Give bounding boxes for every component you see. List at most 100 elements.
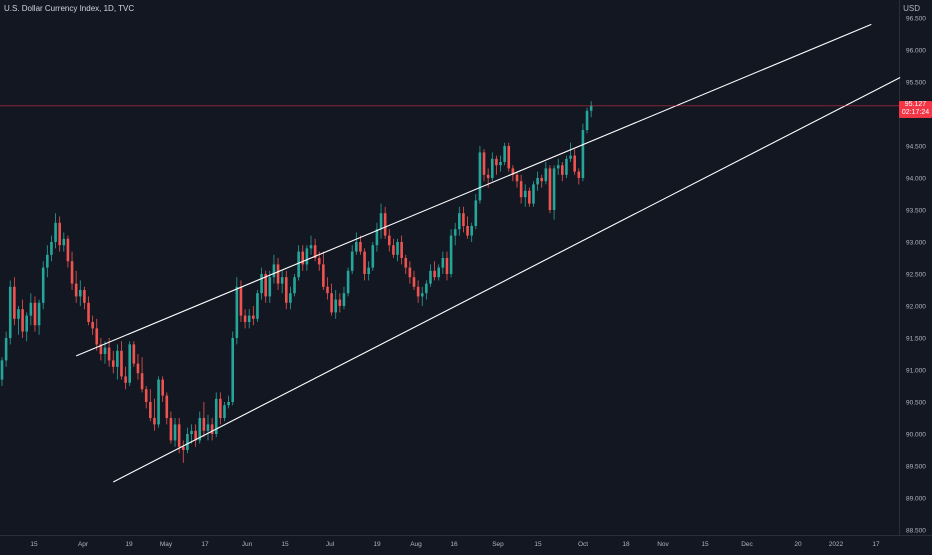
candle[interactable] bbox=[4, 331, 8, 367]
candle[interactable] bbox=[272, 254, 276, 284]
candle[interactable] bbox=[577, 168, 581, 185]
candle[interactable] bbox=[124, 366, 127, 390]
candle[interactable] bbox=[589, 101, 593, 118]
candle[interactable] bbox=[74, 270, 78, 303]
candle[interactable] bbox=[536, 171, 539, 191]
candle[interactable] bbox=[383, 206, 387, 239]
candle[interactable] bbox=[144, 386, 148, 409]
candle[interactable] bbox=[503, 142, 506, 166]
candle[interactable] bbox=[367, 261, 370, 281]
candle[interactable] bbox=[120, 341, 123, 380]
candle[interactable] bbox=[511, 165, 515, 182]
candle[interactable] bbox=[515, 171, 519, 188]
candle[interactable] bbox=[507, 142, 511, 172]
candle[interactable] bbox=[8, 280, 12, 345]
candle[interactable] bbox=[544, 162, 548, 185]
candle[interactable] bbox=[235, 277, 239, 345]
candle[interactable] bbox=[169, 411, 173, 444]
candle[interactable] bbox=[21, 299, 24, 338]
candle[interactable] bbox=[342, 286, 346, 310]
candle[interactable] bbox=[433, 261, 436, 281]
candle[interactable] bbox=[408, 261, 412, 284]
candle[interactable] bbox=[219, 392, 222, 425]
candle[interactable] bbox=[396, 238, 399, 262]
candle[interactable] bbox=[25, 312, 29, 342]
candle[interactable] bbox=[276, 258, 280, 290]
candle[interactable] bbox=[190, 424, 193, 444]
candle[interactable] bbox=[252, 306, 255, 326]
candle[interactable] bbox=[334, 290, 338, 319]
price-axis[interactable]: 96.50096.00095.50095.00094.50094.00093.5… bbox=[906, 16, 926, 535]
candle[interactable] bbox=[37, 299, 41, 335]
candle[interactable] bbox=[569, 142, 572, 162]
candle[interactable] bbox=[416, 280, 420, 303]
candle[interactable] bbox=[523, 184, 527, 207]
candle[interactable] bbox=[66, 235, 70, 268]
candle[interactable] bbox=[153, 398, 156, 431]
candle[interactable] bbox=[387, 229, 391, 252]
candle[interactable] bbox=[305, 245, 309, 271]
candle[interactable] bbox=[95, 318, 99, 351]
candle[interactable] bbox=[260, 267, 263, 300]
candle[interactable] bbox=[350, 245, 354, 274]
candle[interactable] bbox=[561, 162, 564, 182]
candle[interactable] bbox=[280, 270, 284, 294]
candle[interactable] bbox=[157, 376, 160, 428]
candle[interactable] bbox=[585, 107, 589, 134]
candle[interactable] bbox=[140, 357, 144, 393]
candle[interactable] bbox=[186, 427, 189, 454]
candle[interactable] bbox=[412, 270, 416, 290]
candle[interactable] bbox=[392, 238, 395, 258]
candle[interactable] bbox=[466, 216, 469, 239]
candle[interactable] bbox=[581, 123, 585, 182]
candle[interactable] bbox=[495, 155, 498, 175]
candle[interactable] bbox=[198, 411, 202, 444]
candle[interactable] bbox=[346, 267, 350, 297]
candle[interactable] bbox=[227, 395, 230, 409]
candle[interactable] bbox=[46, 245, 49, 278]
candle[interactable] bbox=[256, 290, 259, 322]
candle[interactable] bbox=[404, 254, 408, 274]
candle[interactable] bbox=[111, 350, 115, 374]
candle[interactable] bbox=[17, 306, 20, 335]
candle[interactable] bbox=[453, 222, 457, 246]
candle[interactable] bbox=[540, 174, 544, 188]
candle[interactable] bbox=[355, 232, 358, 255]
candle[interactable] bbox=[268, 270, 272, 303]
candle[interactable] bbox=[322, 251, 325, 290]
candle[interactable] bbox=[359, 235, 362, 255]
candle[interactable] bbox=[210, 418, 214, 441]
candle[interactable] bbox=[173, 418, 177, 447]
candle[interactable] bbox=[490, 152, 494, 182]
trendline[interactable] bbox=[112, 77, 901, 483]
candle[interactable] bbox=[91, 315, 94, 335]
candle[interactable] bbox=[363, 248, 366, 281]
candle[interactable] bbox=[573, 149, 576, 175]
candle[interactable] bbox=[87, 296, 90, 326]
candle[interactable] bbox=[264, 270, 267, 303]
candle[interactable] bbox=[206, 414, 210, 441]
candle[interactable] bbox=[441, 251, 445, 274]
candle[interactable] bbox=[528, 187, 531, 207]
candle[interactable] bbox=[13, 277, 16, 326]
candle[interactable] bbox=[70, 251, 74, 290]
candle[interactable] bbox=[519, 174, 523, 204]
candle[interactable] bbox=[50, 235, 53, 262]
candle[interactable] bbox=[0, 357, 4, 386]
candle[interactable] bbox=[128, 341, 132, 386]
candle[interactable] bbox=[565, 155, 568, 178]
candle[interactable] bbox=[293, 274, 296, 297]
candle[interactable] bbox=[548, 165, 552, 214]
trendline[interactable] bbox=[75, 23, 872, 357]
candle[interactable] bbox=[136, 354, 140, 380]
candle[interactable] bbox=[62, 232, 66, 252]
candle[interactable] bbox=[400, 235, 403, 265]
candle[interactable] bbox=[313, 238, 317, 262]
candle[interactable] bbox=[556, 158, 560, 175]
candle[interactable] bbox=[301, 245, 305, 271]
time-axis[interactable]: 15 Apr 19 May 17 Jun 15 Jul 19 Aug 16 Sep 15 Oct 18 Nov… bbox=[30, 541, 880, 548]
candle[interactable] bbox=[499, 155, 502, 172]
candle[interactable] bbox=[437, 264, 441, 281]
candle[interactable] bbox=[371, 242, 375, 271]
